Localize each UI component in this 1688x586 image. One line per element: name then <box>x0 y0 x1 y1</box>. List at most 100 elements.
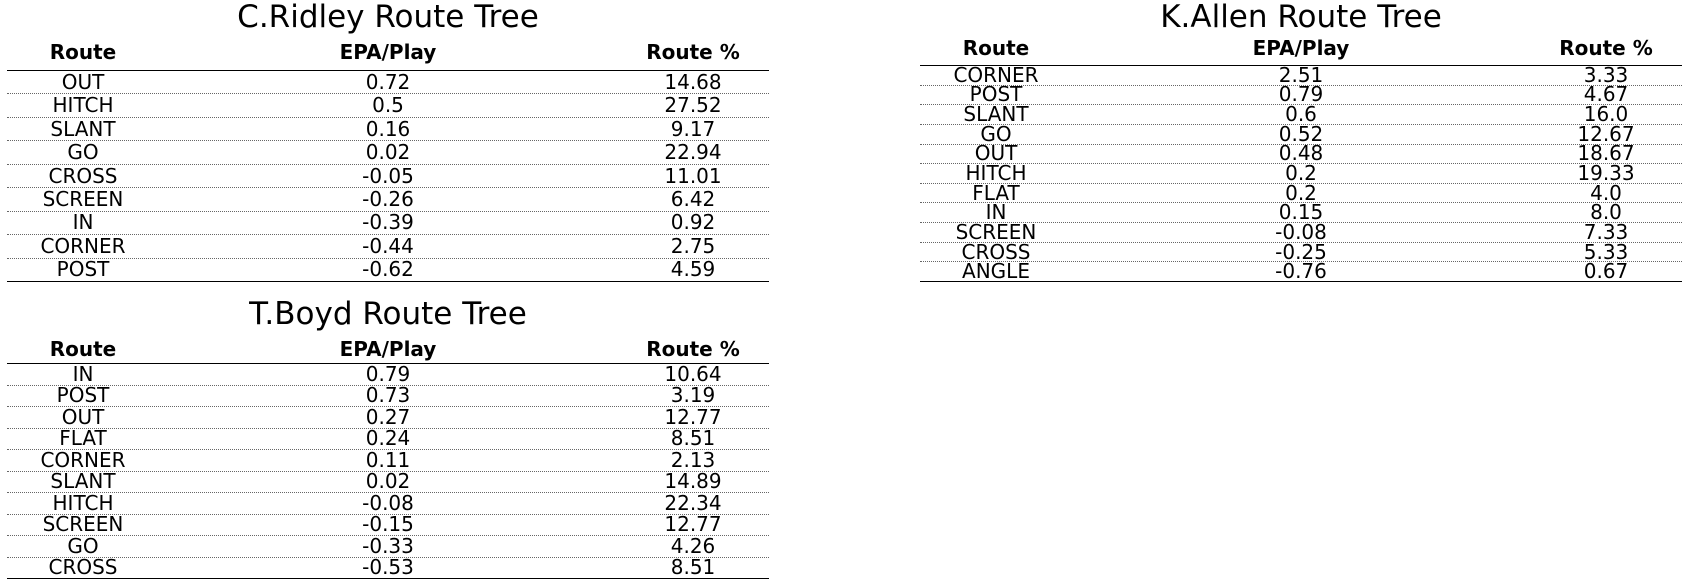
route-pct-cell: 8.51 <box>670 426 716 451</box>
route-cell: POST <box>56 257 110 282</box>
route-cell: SLANT <box>963 102 1029 127</box>
route-cell: SCREEN <box>955 219 1037 244</box>
table-title: C.Ridley Route Tree <box>237 0 539 35</box>
epa-cell: 0.15 <box>1278 200 1324 225</box>
epa-cell: -0.76 <box>1275 259 1327 284</box>
row-divider <box>920 104 1682 106</box>
route-cell: HITCH <box>965 161 1027 185</box>
column-header: Route % <box>646 337 740 361</box>
row-divider <box>920 84 1682 86</box>
column-header: EPA/Play <box>339 337 437 361</box>
bottom-rule <box>920 281 1682 282</box>
epa-cell: 0.2 <box>1285 180 1317 205</box>
row-divider <box>7 187 769 189</box>
route-cell: IN <box>985 200 1007 225</box>
route-pct-cell: 6.42 <box>670 186 716 211</box>
epa-cell: -0.15 <box>362 512 414 537</box>
row-divider <box>7 257 769 259</box>
epa-cell: -0.39 <box>362 210 414 235</box>
route-cell: FLAT <box>972 180 1020 205</box>
route-pct-cell: 4.67 <box>1583 82 1629 107</box>
epa-cell: -0.44 <box>362 233 414 258</box>
row-divider <box>7 163 769 165</box>
route-pct-cell: 12.67 <box>1577 121 1635 146</box>
column-header: Route % <box>646 40 740 64</box>
epa-cell: -0.25 <box>1275 239 1327 264</box>
route-cell: CROSS <box>961 239 1031 264</box>
row-divider <box>7 384 769 386</box>
route-cell: FLAT <box>59 426 107 451</box>
route-pct-cell: 14.68 <box>664 69 722 94</box>
epa-cell: -0.33 <box>362 533 414 558</box>
bottom-rule <box>7 281 769 282</box>
epa-cell: -0.26 <box>362 186 414 211</box>
route-cell: CROSS <box>48 163 118 188</box>
epa-cell: 0.72 <box>365 69 411 94</box>
route-pct-cell: 5.33 <box>1583 239 1629 264</box>
route-pct-cell: 10.64 <box>664 361 722 386</box>
route-cell: SLANT <box>50 469 116 494</box>
route-cell: HITCH <box>52 93 114 118</box>
route-cell: ANGLE <box>962 259 1030 284</box>
row-divider <box>7 492 769 493</box>
route-pct-cell: 4.26 <box>670 533 716 558</box>
row-divider <box>7 535 769 536</box>
route-pct-cell: 8.51 <box>670 555 716 580</box>
epa-cell: 0.11 <box>365 447 411 472</box>
epa-cell: 0.02 <box>365 469 411 494</box>
epa-cell: 0.27 <box>365 404 411 429</box>
route-pct-cell: 22.34 <box>664 490 722 515</box>
route-pct-cell: 11.01 <box>664 163 722 188</box>
route-pct-cell: 12.77 <box>664 404 722 429</box>
route-pct-cell: 7.33 <box>1583 219 1629 244</box>
route-cell: SCREEN <box>42 512 124 537</box>
route-pct-cell: 16.0 <box>1583 102 1629 127</box>
row-divider <box>7 140 769 142</box>
route-cell: CROSS <box>48 555 118 580</box>
route-pct-cell: 19.33 <box>1577 161 1635 185</box>
column-header: Route % <box>1559 36 1653 60</box>
route-cell: CORNER <box>953 62 1039 87</box>
route-pct-cell: 12.77 <box>664 512 722 537</box>
table-title: T.Boyd Route Tree <box>249 296 527 332</box>
row-divider <box>7 93 769 95</box>
route-cell: IN <box>72 210 94 235</box>
route-pct-cell: 0.67 <box>1583 259 1629 284</box>
epa-cell: 0.79 <box>365 361 411 386</box>
epa-cell: 0.73 <box>365 383 411 408</box>
column-header: EPA/Play <box>1252 36 1350 60</box>
route-pct-cell: 4.0 <box>1590 180 1622 205</box>
route-pct-cell: 3.19 <box>670 383 716 408</box>
route-pct-cell: 8.0 <box>1590 200 1622 225</box>
row-divider <box>920 241 1682 243</box>
epa-cell: 0.02 <box>365 140 411 165</box>
epa-cell: 0.48 <box>1278 141 1324 166</box>
row-divider <box>920 123 1682 125</box>
route-cell: OUT <box>61 69 105 94</box>
header-rule <box>7 363 769 364</box>
epa-cell: -0.08 <box>362 490 414 515</box>
epa-cell: 0.6 <box>1285 102 1317 127</box>
route-cell: POST <box>969 82 1023 107</box>
row-divider <box>7 449 769 450</box>
column-header: EPA/Play <box>339 40 437 64</box>
header-rule <box>7 70 769 71</box>
epa-cell: -0.53 <box>362 555 414 580</box>
column-header: Route <box>49 40 117 64</box>
row-divider <box>7 427 769 429</box>
route-cell: GO <box>67 533 99 558</box>
row-divider <box>7 470 769 472</box>
row-divider <box>7 406 769 407</box>
table-title: K.Allen Route Tree <box>1160 0 1442 35</box>
route-pct-cell: 18.67 <box>1577 141 1635 166</box>
row-divider <box>920 202 1682 204</box>
route-pct-cell: 14.89 <box>664 469 722 494</box>
route-pct-cell: 3.33 <box>1583 62 1629 87</box>
route-cell: HITCH <box>52 490 114 515</box>
route-cell: CORNER <box>40 447 126 472</box>
row-divider <box>7 116 769 118</box>
column-header: Route <box>49 337 117 361</box>
epa-cell: -0.05 <box>362 163 414 188</box>
route-pct-cell: 27.52 <box>664 93 722 118</box>
header-rule <box>920 65 1682 66</box>
